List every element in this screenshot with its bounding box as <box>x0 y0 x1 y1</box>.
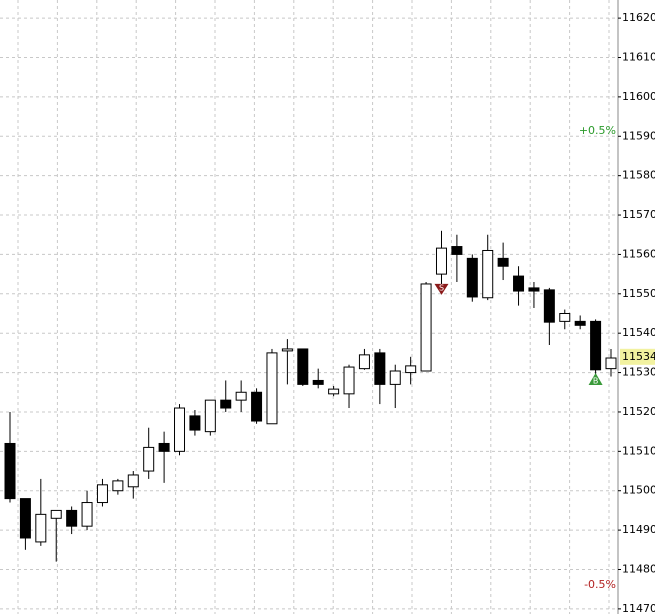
annotation: +0.5% <box>579 124 616 137</box>
y-tick-label: 11580 <box>622 169 655 182</box>
candle-body <box>451 246 463 255</box>
candle-body <box>435 247 447 275</box>
candle-body <box>405 365 417 374</box>
y-tick-label: 11590 <box>622 129 655 142</box>
y-tick-label: 11600 <box>622 90 655 103</box>
candle-body <box>574 320 586 326</box>
buy-signal <box>588 372 603 385</box>
candle-body <box>343 366 355 395</box>
candle-body <box>4 442 16 500</box>
y-tick-label: 11540 <box>622 326 655 339</box>
candle-body <box>297 348 309 385</box>
candle-body <box>189 415 201 431</box>
candle-body <box>81 502 93 527</box>
candle-body <box>235 391 247 401</box>
y-tick-label: 11490 <box>622 523 655 536</box>
candle-body <box>204 399 216 433</box>
candle-body <box>482 249 494 299</box>
candle-body <box>559 312 571 322</box>
y-tick-label: 11520 <box>622 405 655 418</box>
candle-body <box>312 379 324 385</box>
y-tick-label: 11570 <box>622 208 655 221</box>
annotation: -0.5% <box>584 578 616 591</box>
candle-body <box>112 480 124 492</box>
last-price-label: 11534 <box>622 350 655 363</box>
candle-body <box>605 357 617 370</box>
y-tick-label: 11620 <box>622 11 655 24</box>
signal-label: S <box>439 283 444 292</box>
candle-body <box>513 275 525 292</box>
candle-body <box>266 352 278 425</box>
candle-body <box>528 287 540 292</box>
y-tick-label: 11500 <box>622 484 655 497</box>
candle-body <box>590 320 602 371</box>
candle-body <box>328 388 340 395</box>
y-tick-label: 11470 <box>622 602 655 614</box>
y-tick-label: 11560 <box>622 247 655 260</box>
candle-body <box>374 352 386 385</box>
y-tick-label: 11510 <box>622 444 655 457</box>
candle-body <box>127 474 139 488</box>
sell-signal <box>434 283 449 295</box>
candle-body <box>35 513 47 543</box>
candle-body <box>420 283 432 372</box>
candle-body <box>281 348 293 352</box>
y-tick-label: 11550 <box>622 287 655 300</box>
candle-body <box>220 399 232 409</box>
y-tick-label: 11480 <box>622 562 655 575</box>
candle-body <box>251 391 263 422</box>
candle-body <box>96 484 108 504</box>
candle-body <box>466 257 478 298</box>
candle-body <box>50 509 62 519</box>
signal-label: B <box>593 376 599 385</box>
candle-body <box>389 370 401 385</box>
y-tick-label: 11530 <box>622 366 655 379</box>
y-tick-label: 11610 <box>622 51 655 64</box>
price-tag <box>620 348 655 365</box>
candle-body <box>497 257 509 267</box>
candle-body <box>358 354 370 370</box>
candle-body <box>143 446 155 472</box>
candle-body <box>66 509 78 527</box>
candle-body <box>158 442 170 452</box>
candle-body <box>174 407 186 452</box>
candle-body <box>19 498 31 539</box>
candle-body <box>543 289 555 323</box>
